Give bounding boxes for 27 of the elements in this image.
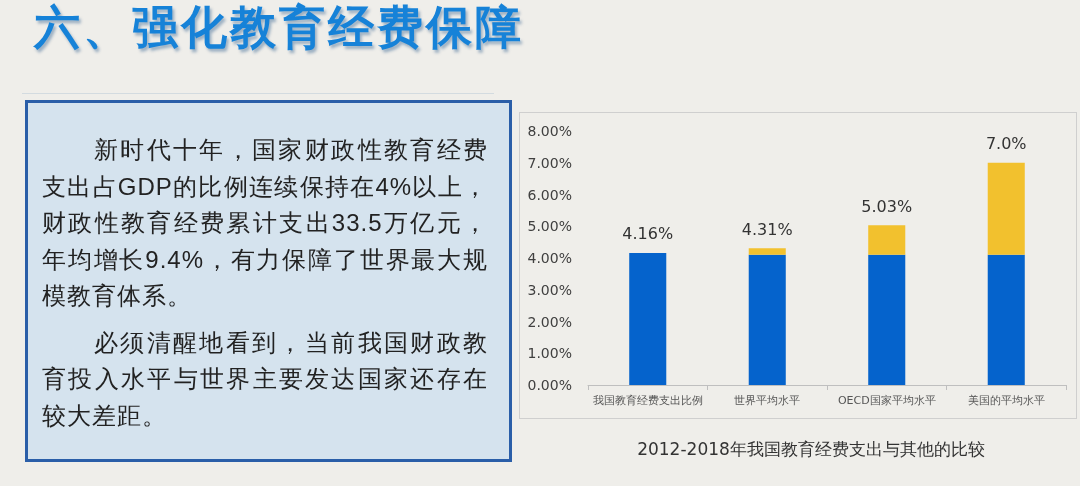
y-tick-label: 2.00% [527,313,572,330]
y-tick-label: 7.00% [527,154,572,171]
bar [987,254,1025,385]
y-tick-label: 4.00% [527,250,572,266]
x-tick-label: 美国的平均水平 [967,394,1045,407]
text-panel: 新时代十年，国家财政性教育经费支出占GDP的比例连续保持在4%以上，财政性教育经费累计支出33.5万亿元，年均增长9.4%，有力保障了世界最大规模教育体系。 必须清醒地看到，当前我国财政教育投入水平与世界主要发达国家还存在较大差距。 [25,100,512,462]
total-label: 4.31% [741,219,793,239]
y-tick-label: 6.00% [527,186,572,203]
y-tick-label: 5.00% [527,218,572,235]
bar [748,254,786,385]
total-label: 4.16% [622,224,674,244]
x-tick-label: 世界平均水平 [734,394,801,407]
bar [987,162,1025,255]
y-tick-label: 3.00% [527,281,572,298]
text: 六、强化教育经费保障 [34,0,524,55]
y-tick-label: 0.00% [527,377,572,393]
bar [868,225,906,255]
y-tick-label: 1.00% [527,345,572,362]
total-label: 5.03% [861,196,913,216]
bar [748,248,786,255]
bar [868,254,906,385]
x-tick-label: 我国教育经费支出比例 [592,394,703,407]
text: 2012-2018年我国教育经费支出与其他的比较 [637,438,985,459]
y-tick-label: 8.00% [527,123,572,139]
x-tick-label: OECD国家平均水平 [837,394,936,407]
total-label: 7.0% [985,134,1027,154]
bar [629,252,667,385]
